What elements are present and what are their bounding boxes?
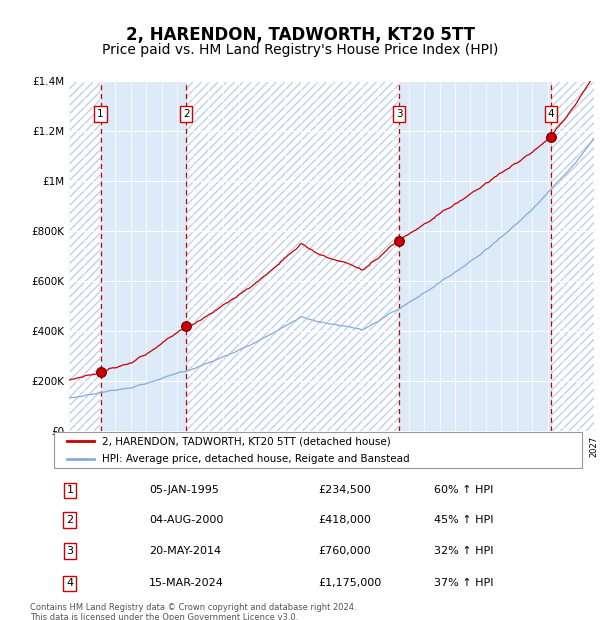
Text: £234,500: £234,500 [318,485,371,495]
Text: 4: 4 [66,578,73,588]
Text: HPI: Average price, detached house, Reigate and Banstead: HPI: Average price, detached house, Reig… [101,454,409,464]
Text: 1: 1 [97,109,104,119]
Text: 1: 1 [67,485,73,495]
Bar [551,81,594,431]
Text: 32% ↑ HPI: 32% ↑ HPI [434,546,494,556]
Text: 2: 2 [66,515,73,525]
Text: 37% ↑ HPI: 37% ↑ HPI [434,578,494,588]
Text: 20-MAY-2014: 20-MAY-2014 [149,546,221,556]
Text: 04-AUG-2000: 04-AUG-2000 [149,515,223,525]
Text: £418,000: £418,000 [318,515,371,525]
Text: 45% ↑ HPI: 45% ↑ HPI [434,515,494,525]
Text: 2: 2 [183,109,190,119]
Bar [101,81,186,431]
Text: 2, HARENDON, TADWORTH, KT20 5TT: 2, HARENDON, TADWORTH, KT20 5TT [125,25,475,44]
Bar [186,81,399,431]
Text: 4: 4 [548,109,554,119]
Text: 15-MAR-2024: 15-MAR-2024 [149,578,224,588]
Bar [399,81,551,431]
Text: 3: 3 [396,109,403,119]
Text: 60% ↑ HPI: 60% ↑ HPI [434,485,494,495]
Text: £1,175,000: £1,175,000 [318,578,381,588]
Text: Price paid vs. HM Land Registry's House Price Index (HPI): Price paid vs. HM Land Registry's House … [102,43,498,56]
Bar [69,81,100,431]
Text: £760,000: £760,000 [318,546,371,556]
FancyBboxPatch shape [54,432,582,468]
Text: 2, HARENDON, TADWORTH, KT20 5TT (detached house): 2, HARENDON, TADWORTH, KT20 5TT (detache… [101,436,390,446]
Text: Contains HM Land Registry data © Crown copyright and database right 2024.
This d: Contains HM Land Registry data © Crown c… [30,603,356,620]
Text: 3: 3 [67,546,73,556]
Text: 05-JAN-1995: 05-JAN-1995 [149,485,219,495]
